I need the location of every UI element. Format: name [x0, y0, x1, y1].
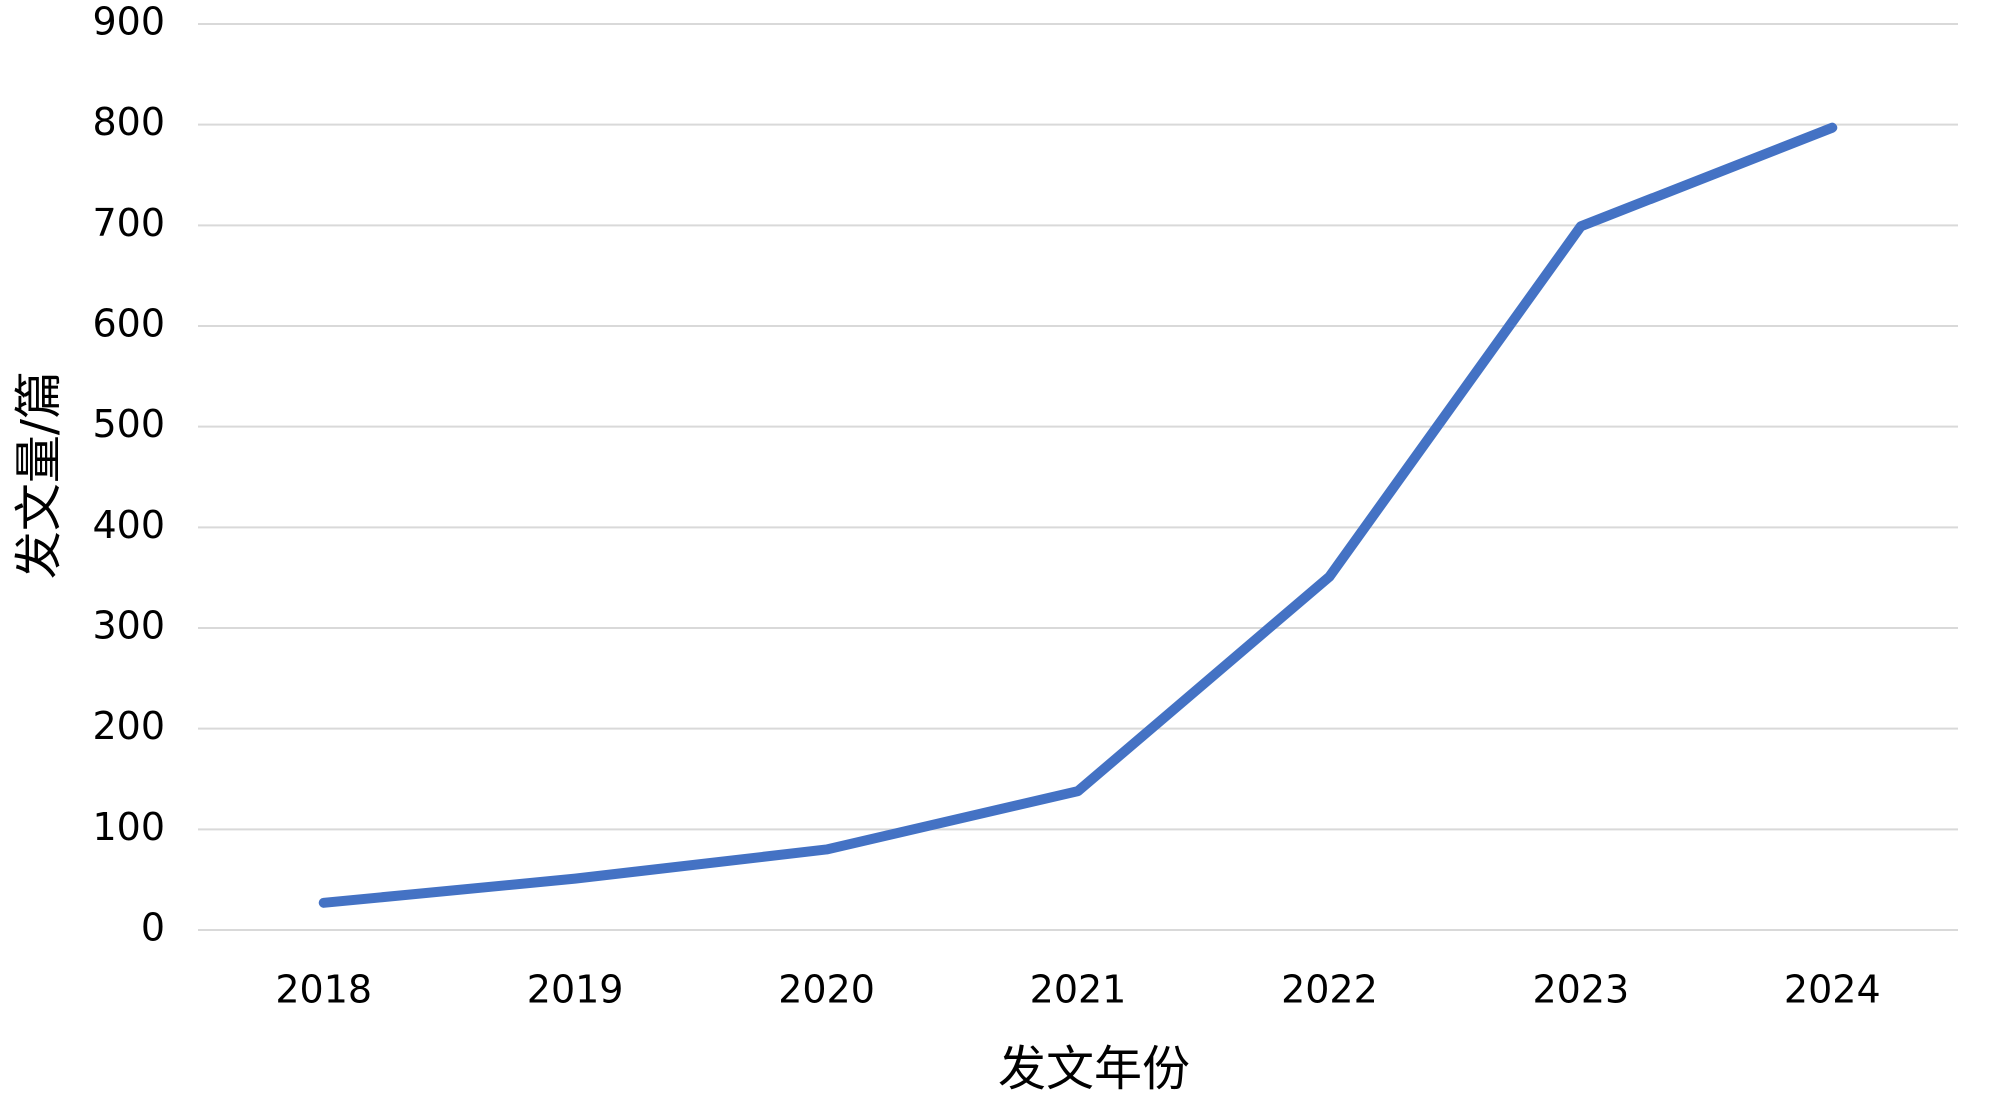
x-tick-label: 2020	[778, 968, 875, 1012]
y-tick-label: 800	[92, 100, 165, 144]
x-tick-label: 2024	[1784, 968, 1881, 1012]
y-tick-label: 900	[92, 0, 165, 44]
x-tick-label: 2022	[1281, 968, 1378, 1012]
y-tick-label: 300	[92, 604, 165, 648]
x-tick-label: 2018	[275, 968, 372, 1012]
x-tick-label: 2023	[1532, 968, 1629, 1012]
y-tick-label: 400	[92, 503, 165, 547]
y-axis-title: 发文量/篇	[11, 371, 67, 579]
y-tick-label: 600	[92, 302, 165, 346]
y-tick-label: 0	[141, 906, 165, 950]
data-line	[318, 122, 1838, 908]
y-tick-label: 200	[92, 704, 165, 748]
x-tick-label: 2021	[1030, 968, 1127, 1012]
y-tick-label: 100	[92, 805, 165, 849]
x-tick-label: 2019	[527, 968, 624, 1012]
y-tick-label: 700	[92, 201, 165, 245]
x-axis-title: 发文年份	[998, 1041, 1190, 1097]
y-tick-label: 500	[92, 402, 165, 446]
